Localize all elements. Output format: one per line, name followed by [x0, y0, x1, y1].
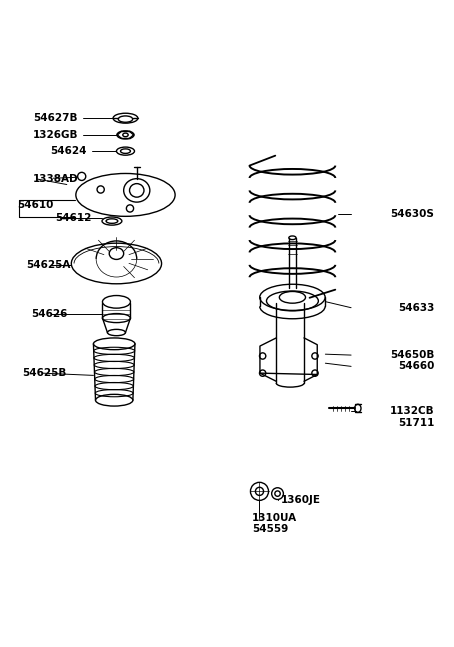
- Text: 54625A: 54625A: [26, 260, 70, 270]
- Text: 54612: 54612: [55, 214, 92, 223]
- Text: 54626: 54626: [31, 309, 67, 320]
- Text: 54624: 54624: [51, 146, 87, 156]
- Text: 54559: 54559: [252, 524, 288, 534]
- Text: 1326GB: 1326GB: [33, 130, 78, 140]
- Text: 1338AD: 1338AD: [33, 174, 79, 184]
- Text: 54627B: 54627B: [34, 113, 78, 123]
- Text: 1310UA: 1310UA: [252, 514, 297, 523]
- Text: 54625B: 54625B: [22, 368, 66, 378]
- Text: 51711: 51711: [398, 418, 434, 428]
- Text: 54610: 54610: [17, 200, 54, 210]
- Text: 54633: 54633: [398, 303, 434, 313]
- Text: 54660: 54660: [398, 362, 434, 371]
- Ellipse shape: [76, 173, 175, 216]
- Text: 1132CB: 1132CB: [390, 406, 434, 417]
- Text: 54650B: 54650B: [390, 350, 434, 360]
- Text: 54630S: 54630S: [391, 209, 434, 219]
- Text: 1360JE: 1360JE: [281, 496, 321, 505]
